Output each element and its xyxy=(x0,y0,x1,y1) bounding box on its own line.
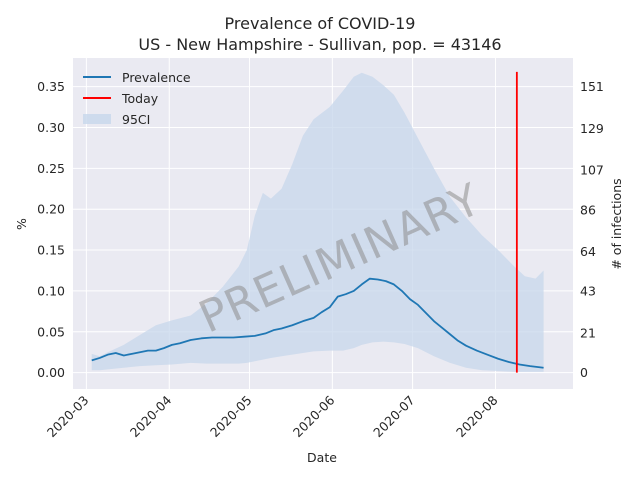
x-tick-label: 2020-07 xyxy=(370,393,418,441)
y2-tick-label: 129 xyxy=(580,121,604,136)
y-tick-label: 0.25 xyxy=(37,161,65,176)
x-ticks: 2020-03 2020-04 2020-05 2020-06 2020-07 2020-… xyxy=(44,392,501,440)
line-layer xyxy=(91,277,544,369)
y-tick-label: 0.10 xyxy=(37,283,65,298)
x-tick-label: 2020-03 xyxy=(44,393,92,441)
prevalence-line xyxy=(91,277,544,369)
y-tick-label: 0.05 xyxy=(37,324,65,339)
legend-today-label: Today xyxy=(121,91,159,106)
y2-tick-label: 0 xyxy=(580,365,588,380)
y2-tick-label: 86 xyxy=(580,202,596,217)
x-tick-label: 2020-06 xyxy=(290,392,338,440)
legend-ci-label: 95CI xyxy=(122,112,150,127)
y2-tick-label: 107 xyxy=(580,162,604,177)
x-tick-label: 2020-08 xyxy=(453,392,501,440)
y2-tick-label: 64 xyxy=(580,244,596,259)
chart-title-line1: Prevalence of COVID-19 xyxy=(225,14,416,33)
y-tick-label: 0.15 xyxy=(37,243,65,258)
ci-band-layer xyxy=(91,72,544,372)
chart-title-line2: US - New Hampshire - Sullivan, pop. = 43… xyxy=(138,35,501,54)
y-ticks: 0.00 0.05 0.10 0.15 0.20 0.25 0.30 0.35 xyxy=(37,79,65,380)
y-tick-label: 0.00 xyxy=(37,365,65,380)
y2-axis-label: # of infections xyxy=(609,178,624,269)
legend: Prevalence Today 95CI xyxy=(83,70,191,127)
y2-tick-label: 21 xyxy=(580,325,596,340)
x-tick-label: 2020-05 xyxy=(207,393,255,441)
y-axis-label: % xyxy=(14,218,29,230)
y-tick-label: 0.35 xyxy=(37,79,65,94)
x-tick-label: 2020-04 xyxy=(127,392,175,440)
y2-ticks: 0 21 43 64 86 107 129 151 xyxy=(580,79,604,380)
legend-ci-swatch xyxy=(83,114,111,124)
y-tick-label: 0.30 xyxy=(37,120,65,135)
ci-band xyxy=(91,72,544,372)
legend-prevalence-label: Prevalence xyxy=(122,70,191,85)
y2-tick-label: 43 xyxy=(580,284,596,299)
y2-tick-label: 151 xyxy=(580,79,604,94)
y-tick-label: 0.20 xyxy=(37,202,65,217)
x-axis-label: Date xyxy=(307,450,337,465)
